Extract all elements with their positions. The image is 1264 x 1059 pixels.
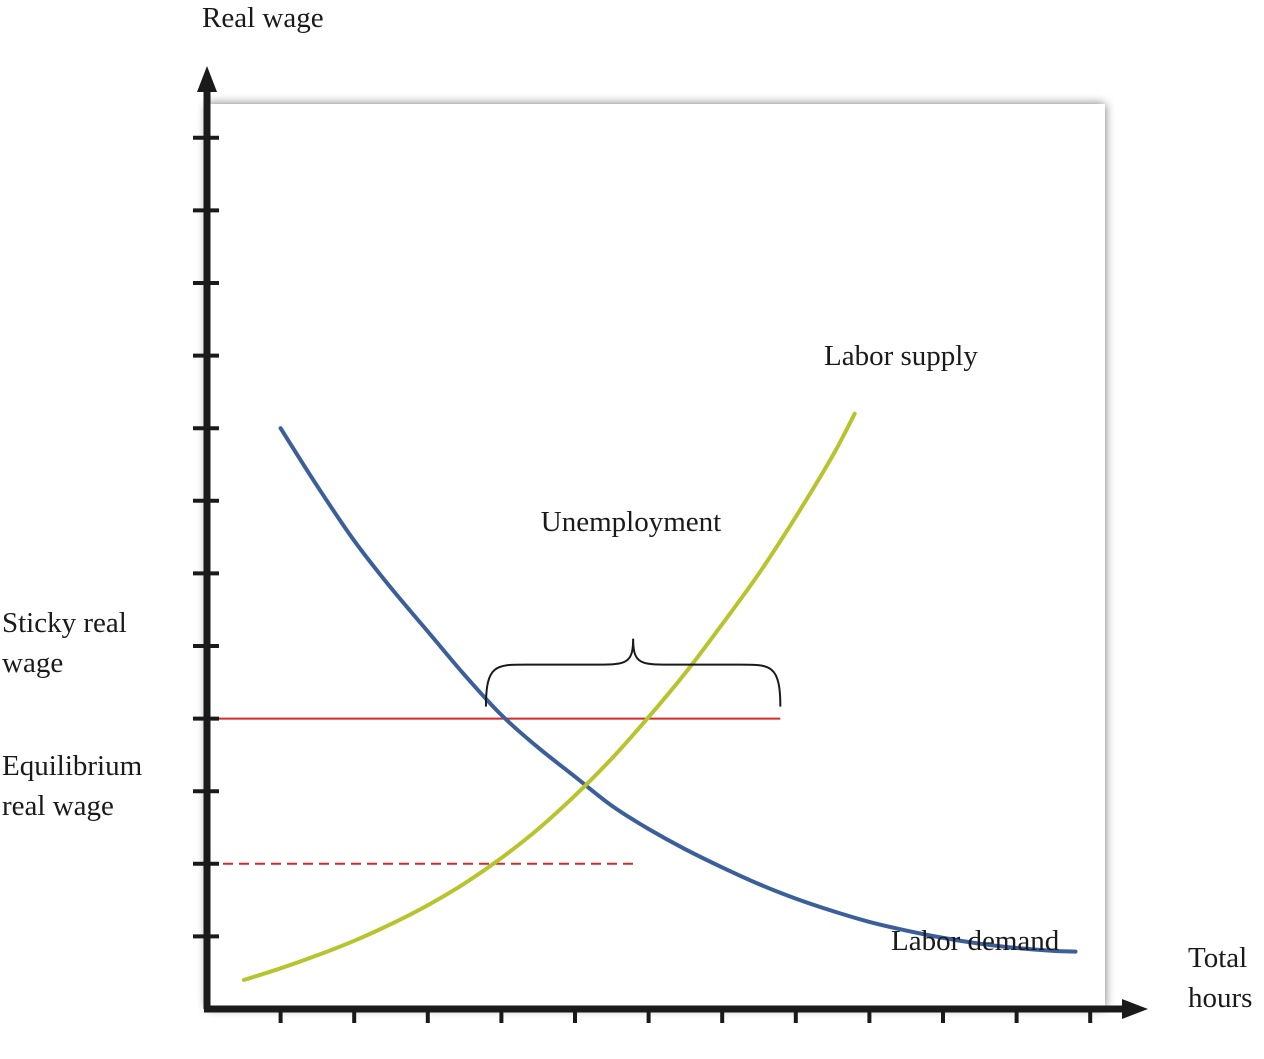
- unemployment-label: Unemployment: [541, 506, 721, 538]
- labels: Real wage Total hours Labor supply Labor…: [2, 2, 1252, 1014]
- y-axis-title: Real wage: [202, 2, 324, 34]
- x-axis-arrow: [1122, 999, 1148, 1019]
- plot-area: [207, 104, 1105, 1008]
- ticks: [193, 135, 1093, 1023]
- y-axis-arrow: [197, 66, 217, 92]
- equilibrium-wage-label-line1: Equilibrium: [2, 750, 143, 782]
- equilibrium-wage-label-line2: real wage: [2, 790, 114, 822]
- labor-demand-curve: [278, 426, 1078, 954]
- series: [241, 411, 1078, 982]
- unemployment-brace: [484, 638, 782, 707]
- axes: [197, 66, 1148, 1019]
- sticky-wage-label-line1: Sticky real: [2, 607, 127, 639]
- sticky-wage-label-line2: wage: [2, 647, 63, 679]
- labor-demand-label: Labor demand: [891, 925, 1060, 957]
- labor-supply-label: Labor supply: [824, 340, 978, 372]
- labor-supply-curve: [241, 411, 857, 982]
- annotations: [484, 638, 782, 707]
- reference-lines: [207, 717, 781, 865]
- x-axis-title-line2: hours: [1188, 982, 1252, 1014]
- x-axis-title-line1: Total: [1188, 942, 1247, 974]
